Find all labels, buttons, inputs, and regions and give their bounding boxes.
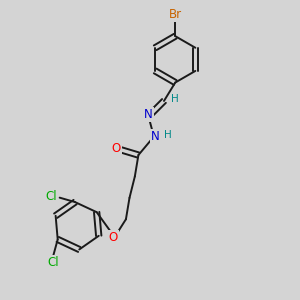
Text: H: H bbox=[164, 130, 172, 140]
Text: H: H bbox=[171, 94, 179, 103]
Text: N: N bbox=[144, 108, 153, 122]
Text: Cl: Cl bbox=[46, 190, 57, 203]
Text: O: O bbox=[112, 142, 121, 155]
Text: Cl: Cl bbox=[47, 256, 59, 269]
Text: N: N bbox=[151, 130, 160, 143]
Text: O: O bbox=[109, 231, 118, 244]
Text: Br: Br bbox=[169, 8, 182, 21]
